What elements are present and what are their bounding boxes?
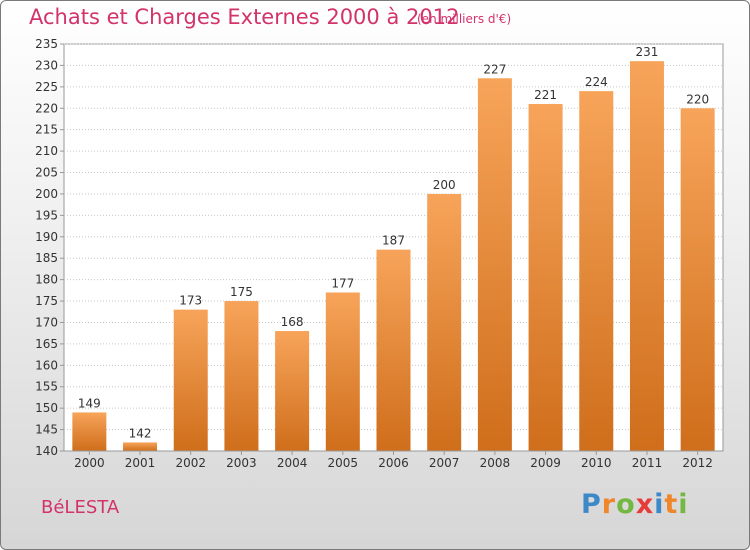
x-tick-label: 2011 (632, 456, 663, 470)
x-tick-label: 2006 (378, 456, 409, 470)
x-tick-label: 2000 (74, 456, 105, 470)
logo-letter: x (635, 489, 655, 520)
bar (173, 309, 208, 451)
y-tick-label: 200 (35, 187, 58, 201)
x-tick-label: 2003 (226, 456, 257, 470)
y-tick-label: 220 (35, 101, 58, 115)
bar-value-label: 231 (636, 45, 659, 59)
place-name: BéLESTA (41, 497, 120, 518)
logo-letter: P (581, 489, 602, 520)
y-tick-label: 190 (35, 230, 58, 244)
bar-value-label: 177 (331, 276, 354, 290)
bar (123, 442, 158, 451)
y-tick-label: 185 (35, 251, 58, 265)
x-tick-label: 2007 (429, 456, 460, 470)
bar (376, 249, 411, 451)
y-tick-label: 195 (35, 208, 58, 222)
logo-letter: t (664, 489, 679, 520)
bar (325, 292, 360, 451)
x-tick-label: 2010 (581, 456, 612, 470)
bar (224, 301, 259, 451)
y-tick-label: 150 (35, 401, 58, 415)
x-tick-label: 2002 (175, 456, 206, 470)
bar (72, 412, 107, 451)
chart-unit: (en milliers d'€) (417, 12, 512, 26)
logo-letter: o (616, 489, 636, 520)
bar-value-label: 220 (686, 92, 709, 106)
y-tick-label: 225 (35, 80, 58, 94)
x-tick-label: 2001 (125, 456, 156, 470)
logo-letter: i (654, 489, 665, 520)
x-tick-label: 2004 (277, 456, 308, 470)
y-tick-label: 205 (35, 166, 58, 180)
bar-value-label: 175 (230, 285, 253, 299)
chart-title: Achats et Charges Externes 2000 à 2012 (29, 5, 460, 29)
y-tick-label: 235 (35, 37, 58, 51)
bar (579, 91, 614, 451)
y-tick-label: 230 (35, 58, 58, 72)
bar-value-label: 200 (433, 178, 456, 192)
x-tick-label: 2012 (682, 456, 713, 470)
x-tick-label: 2005 (328, 456, 359, 470)
bar-value-label: 142 (129, 426, 152, 440)
y-tick-label: 170 (35, 315, 58, 329)
bar (275, 331, 310, 451)
bar-value-label: 187 (382, 234, 405, 248)
bar (629, 61, 664, 451)
x-tick-label: 2009 (530, 456, 561, 470)
y-tick-label: 165 (35, 337, 58, 351)
proxiti-logo: Proxiti (581, 489, 689, 520)
bar (427, 193, 462, 451)
bar-value-label: 168 (281, 315, 304, 329)
y-tick-label: 210 (35, 144, 58, 158)
bar-value-label: 224 (585, 75, 608, 89)
logo-letter: i (678, 489, 689, 520)
y-tick-label: 145 (35, 423, 58, 437)
bar-value-label: 149 (78, 396, 101, 410)
logo-letter: r (601, 489, 617, 520)
y-tick-label: 215 (35, 123, 58, 137)
y-tick-label: 155 (35, 380, 58, 394)
x-tick-label: 2008 (480, 456, 511, 470)
y-tick-label: 180 (35, 273, 58, 287)
y-tick-label: 160 (35, 358, 58, 372)
bar (477, 78, 512, 451)
bar-value-label: 221 (534, 88, 557, 102)
bar (680, 108, 715, 452)
bar-value-label: 227 (483, 62, 506, 76)
bar (528, 103, 563, 452)
y-tick-label: 140 (35, 444, 58, 458)
y-tick-label: 175 (35, 294, 58, 308)
bar-value-label: 173 (179, 294, 202, 308)
